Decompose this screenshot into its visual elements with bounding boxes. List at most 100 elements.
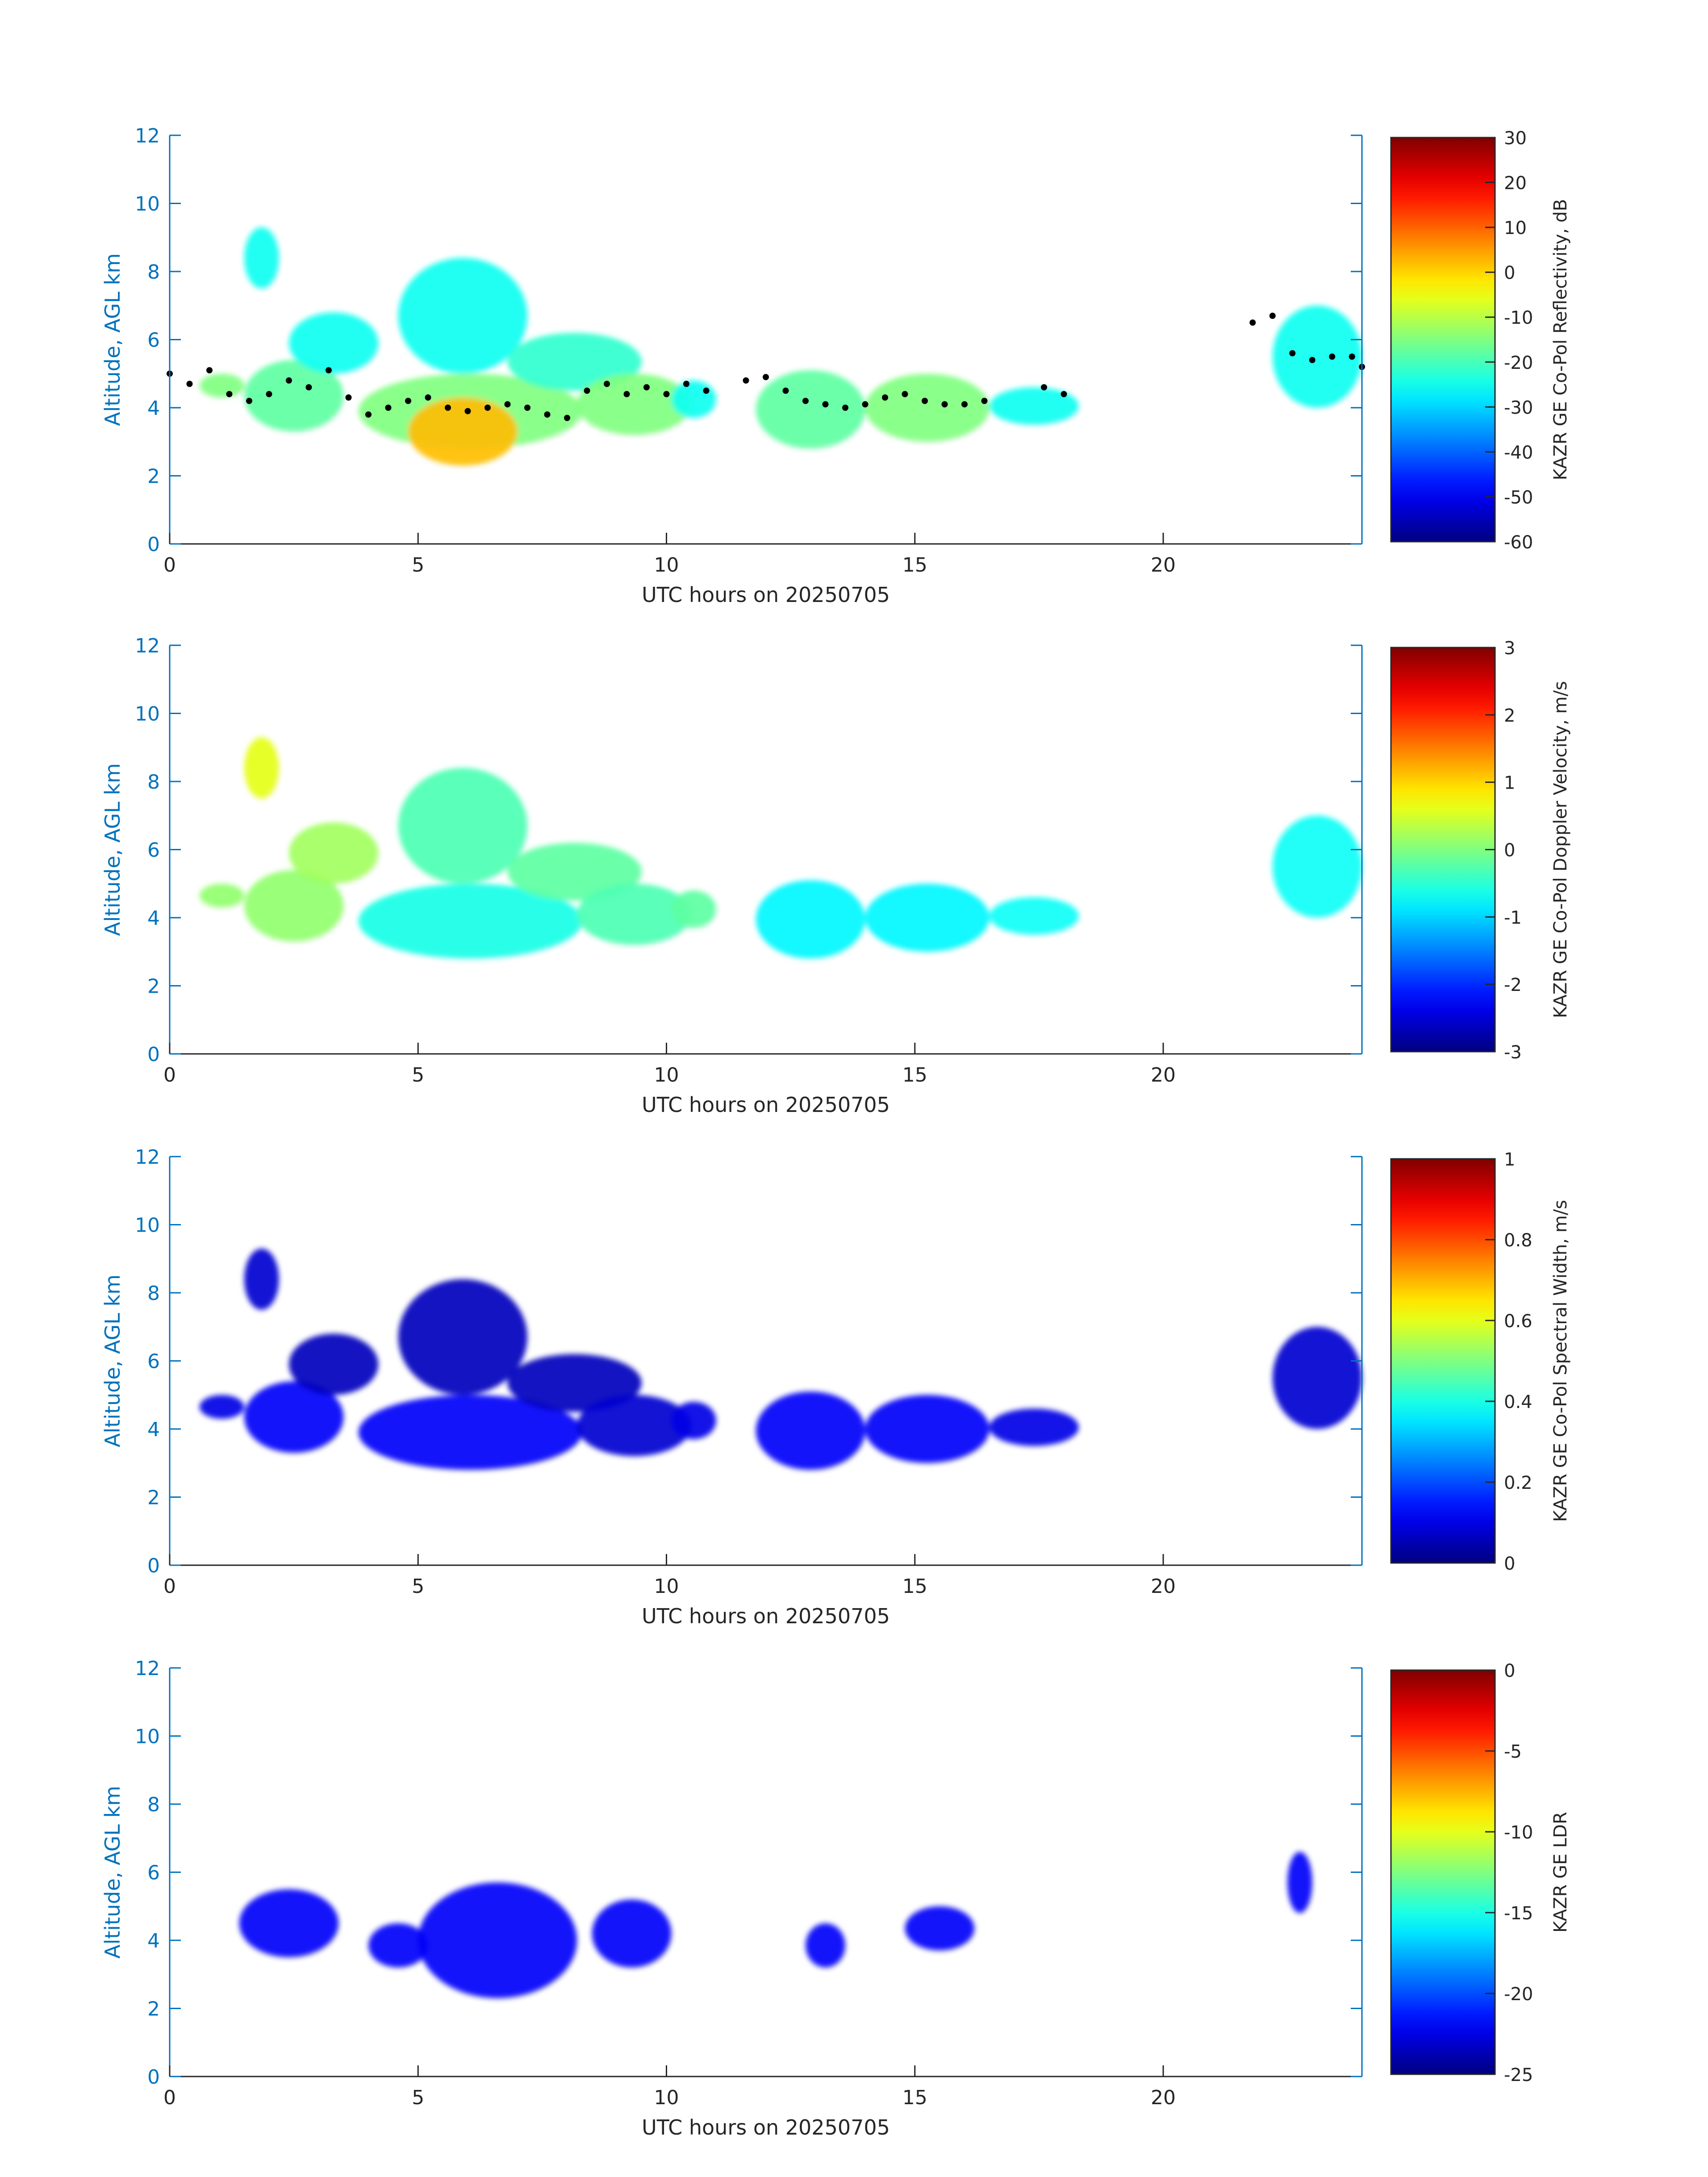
overlay-point	[941, 401, 948, 408]
overlay-point	[822, 401, 829, 408]
colorbar-tick-label: 0.4	[1504, 1392, 1533, 1412]
echo-region-2	[244, 870, 344, 942]
overlay-point	[305, 384, 312, 391]
colorbar-tick-label: 20	[1504, 173, 1527, 194]
overlay-point	[1041, 384, 1047, 391]
echo-region-9	[671, 1402, 716, 1439]
y-tick-label: 6	[147, 1862, 160, 1885]
y-tick-label: 6	[147, 839, 160, 862]
overlay-point	[782, 387, 789, 394]
echo-region-5	[806, 1923, 845, 1968]
colorbar-label: KAZR GE Co-Pol Spectral Width, m/s	[1550, 1200, 1571, 1522]
colorbar-tick-label: -15	[1504, 1903, 1533, 1924]
echo-region-2	[244, 360, 344, 432]
overlay-point	[524, 405, 530, 411]
echo-region-3	[244, 1248, 279, 1310]
echo-region-3	[244, 227, 279, 289]
echo-regions	[199, 227, 1362, 466]
echo-region-10	[671, 380, 716, 418]
y-tick-label: 10	[135, 1214, 160, 1237]
overlay-point	[1269, 313, 1276, 319]
colorbar-tick-label: -5	[1504, 1742, 1522, 1762]
colorbar-gradient	[1390, 1158, 1496, 1564]
x-axis-label: UTC hours on 20250705	[642, 1604, 890, 1628]
colorbar-tick-label: 1	[1504, 773, 1515, 794]
colorbar-tick-label: 3	[1504, 638, 1515, 659]
colorbar-tick-label: 0	[1504, 263, 1515, 284]
colorbar: -25 -20 -15 -10 -5 0 KAZR GE LDR	[1390, 1661, 1571, 2085]
overlay-point	[226, 391, 233, 397]
overlay-point	[504, 401, 511, 408]
y-tick-label: 8	[147, 261, 160, 284]
x-tick-label: 0	[163, 2086, 176, 2109]
colorbar-tick-label: -60	[1504, 532, 1533, 553]
colorbar: -3 -2 -1 0 1 2 3 KAZR GE Co-Pol Doppler Velocit…	[1390, 638, 1571, 1063]
x-tick-label: 20	[1151, 1064, 1176, 1086]
overlay-point	[186, 380, 193, 387]
overlay-point	[643, 384, 650, 391]
echo-region-13	[989, 387, 1079, 425]
echo-region-2	[368, 1923, 428, 1968]
overlay-point	[862, 401, 869, 408]
overlay-point	[743, 377, 749, 384]
x-tick-label: 10	[654, 1064, 679, 1086]
y-tick-label: 12	[135, 1146, 160, 1169]
echo-region-11	[756, 370, 865, 449]
echo-region-3	[418, 1882, 577, 1998]
y-tick-label: 10	[135, 193, 160, 216]
y-tick-label: 10	[135, 1726, 160, 1748]
x-tick-label: 0	[163, 554, 176, 577]
y-tick-label: 0	[147, 533, 160, 556]
echo-region-1	[199, 883, 244, 908]
echo-region-4	[592, 1899, 672, 1968]
overlay-point	[902, 391, 908, 397]
colorbar-tick-label: -10	[1504, 308, 1533, 328]
colorbar-tick-label: -40	[1504, 443, 1533, 463]
x-tick-label: 5	[412, 2086, 424, 2109]
x-tick-label: 20	[1151, 1575, 1176, 1598]
echo-region-8	[577, 883, 692, 945]
overlay-point	[1249, 319, 1256, 326]
echo-region-9	[577, 373, 692, 435]
echo-region-2	[244, 1381, 344, 1453]
colorbar-tick-label: 0.8	[1504, 1230, 1533, 1251]
colorbar-tick-label: -20	[1504, 353, 1533, 373]
echo-region-5	[358, 883, 582, 959]
y-tick-label: 4	[147, 907, 160, 930]
overlay-point	[425, 394, 431, 401]
x-tick-label: 15	[902, 1064, 927, 1086]
panel-4: 0 2 4 6 8 10 12 0 5 10 15 20 UTC hours on 20250705 Al…	[100, 1657, 1571, 2139]
x-tick-label: 5	[412, 1064, 424, 1086]
overlay-point	[564, 414, 570, 421]
x-tick-label: 0	[163, 1064, 176, 1086]
echo-region-10	[756, 880, 865, 959]
echo-region-10	[756, 1391, 865, 1470]
echo-regions	[199, 737, 1362, 959]
echo-region-7	[1287, 1851, 1312, 1913]
x-axis-label: UTC hours on 20250705	[642, 1093, 890, 1117]
echo-region-5	[358, 1395, 582, 1470]
y-axis-label: Altitude, AGL km	[100, 1786, 125, 1959]
echo-regions	[199, 1248, 1362, 1470]
overlay-point	[922, 397, 928, 404]
y-tick-label: 2	[147, 465, 160, 488]
colorbar-tick-label: -20	[1504, 1984, 1533, 2005]
overlay-point	[206, 367, 213, 374]
echo-region-13	[1272, 815, 1362, 918]
colorbar-tick-label: -1	[1504, 907, 1522, 928]
colorbar-tick-label: 1	[1504, 1149, 1515, 1170]
echo-region-6	[905, 1906, 975, 1951]
overlay-point	[345, 394, 352, 401]
echo-region-11	[865, 883, 990, 952]
colorbar-label: KAZR GE Co-Pol Doppler Velocity, m/s	[1550, 681, 1571, 1018]
overlay-point	[246, 397, 252, 404]
overlay-point	[961, 401, 968, 408]
y-tick-label: 6	[147, 1350, 160, 1373]
overlay-point	[584, 387, 590, 394]
overlay-point	[683, 380, 689, 387]
overlay-point	[1061, 391, 1067, 397]
y-tick-label: 10	[135, 703, 160, 726]
x-axis-label: UTC hours on 20250705	[642, 2115, 890, 2139]
echo-region-8	[577, 1395, 692, 1456]
